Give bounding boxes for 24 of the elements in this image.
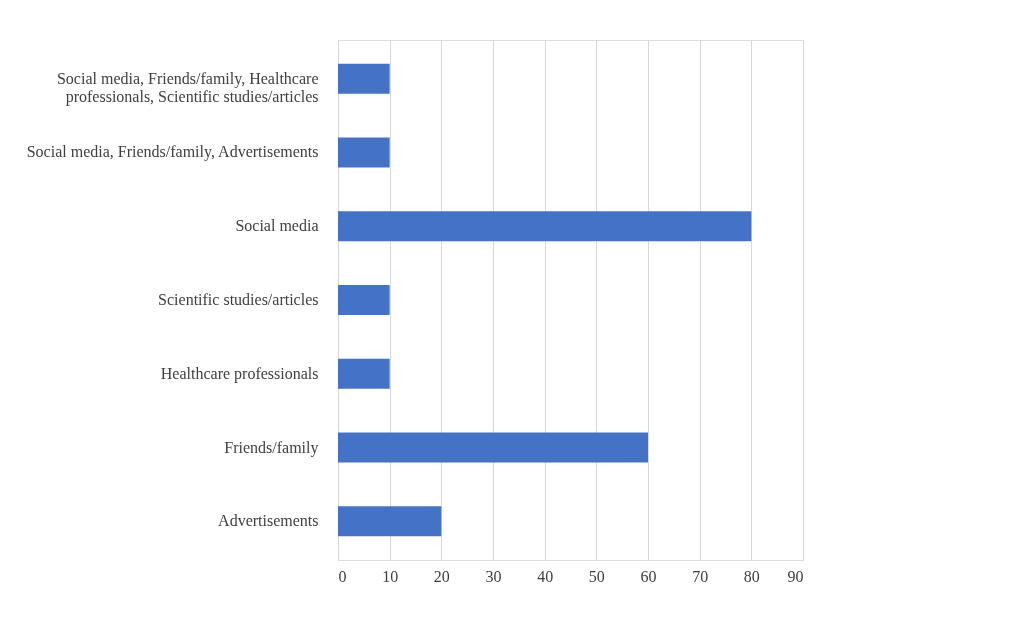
x-tick-label: 10 — [382, 567, 399, 585]
x-tick-label: 80 — [743, 567, 760, 585]
x-tick-label: 0 — [338, 567, 347, 585]
y-tick-label: Scientific studies/articles — [158, 291, 319, 308]
x-tick-label: 40 — [537, 567, 554, 585]
y-tick-label: Friends/family — [224, 438, 319, 457]
y-tick-label: Healthcare professionals — [160, 364, 319, 383]
y-tick-label: Social media, Friends/family, Healthcare professionals, Scientific studies/articles — [56, 69, 319, 106]
x-tick-label: 70 — [692, 567, 709, 585]
bar — [338, 432, 648, 463]
x-tick-label: 50 — [588, 567, 605, 585]
bar — [338, 506, 442, 537]
x-tick-label: 30 — [485, 567, 502, 585]
x-tick-label: 60 — [640, 567, 657, 585]
bar — [338, 211, 752, 242]
bar — [338, 358, 390, 389]
bar — [338, 285, 390, 315]
bar — [338, 63, 390, 94]
x-tick-label: 90 — [787, 567, 804, 585]
y-tick-label: Advertisements — [218, 512, 319, 530]
x-tick-label: 20 — [433, 567, 450, 585]
y-tick-label: Social media, Friends/family, Advertisements — [26, 143, 319, 162]
bar — [338, 137, 390, 168]
y-tick-label: Social media — [235, 217, 319, 235]
